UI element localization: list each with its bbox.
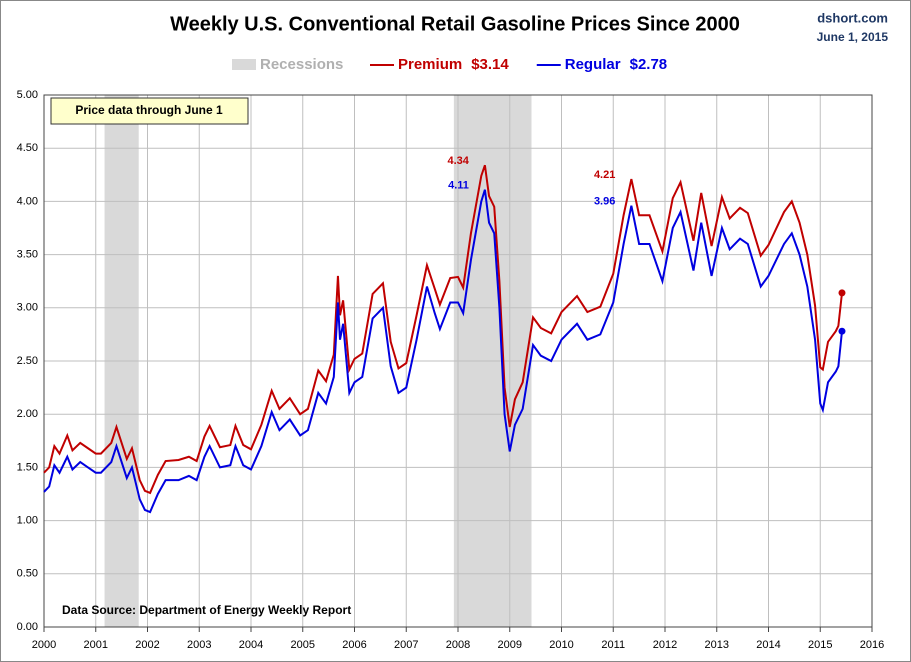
date: June 1, 2015 bbox=[817, 30, 889, 44]
x-tick-label: 2001 bbox=[84, 639, 108, 651]
site: dshort.com bbox=[817, 10, 888, 25]
legend-value: $2.78 bbox=[630, 56, 668, 73]
end-dot bbox=[838, 289, 846, 297]
legend-label: Recessions bbox=[260, 56, 343, 73]
legend: Recessions Premium $3.14 Regular $2.78 bbox=[232, 56, 667, 73]
note: Price data through June 1 bbox=[75, 103, 223, 117]
y-tick-label: 4.50 bbox=[17, 142, 38, 154]
y-tick-label: 2.50 bbox=[17, 355, 38, 367]
x-tick-label: 2008 bbox=[446, 639, 470, 651]
data-label: 4.34 bbox=[447, 155, 469, 167]
y-tick-label: 0.00 bbox=[17, 621, 38, 633]
chart-title: Weekly U.S. Conventional Retail Gasoline… bbox=[170, 13, 740, 35]
y-tick-label: 1.50 bbox=[17, 461, 38, 473]
x-tick-label: 2012 bbox=[653, 639, 677, 651]
legend-label: Regular bbox=[565, 56, 621, 73]
x-tick-label: 2013 bbox=[705, 639, 729, 651]
x-tick-label: 2006 bbox=[342, 639, 366, 651]
x-tick-label: 2015 bbox=[808, 639, 832, 651]
series-line bbox=[43, 164, 843, 495]
data-label: 4.21 bbox=[594, 169, 615, 181]
y-tick-label: 5.00 bbox=[17, 89, 38, 101]
x-tick-label: 2011 bbox=[601, 639, 625, 651]
plot-border bbox=[43, 94, 873, 628]
x-tick-label: 2003 bbox=[187, 639, 211, 651]
source: Data Source: Department of Energy Weekly… bbox=[62, 603, 351, 617]
y-tick-label: 4.00 bbox=[17, 195, 38, 207]
series-line bbox=[43, 189, 843, 514]
x-tick-label: 2002 bbox=[135, 639, 159, 651]
y-tick-label: 2.00 bbox=[17, 408, 38, 420]
data-label: 3.96 bbox=[594, 196, 615, 208]
legend-label: Premium bbox=[398, 56, 462, 73]
x-tick-label: 2005 bbox=[291, 639, 315, 651]
legend-value: $3.14 bbox=[471, 56, 509, 73]
x-tick-label: 2014 bbox=[756, 639, 780, 651]
data-label: 4.11 bbox=[448, 180, 469, 192]
y-tick-label: 1.00 bbox=[17, 515, 38, 527]
y-tick-label: 3.50 bbox=[17, 249, 38, 261]
y-tick-label: 3.00 bbox=[17, 302, 38, 314]
x-tick-label: 2010 bbox=[549, 639, 573, 651]
end-dot bbox=[838, 327, 846, 335]
x-tick-label: 2016 bbox=[860, 639, 884, 651]
note-box bbox=[50, 97, 249, 125]
legend-swatch bbox=[232, 59, 256, 70]
x-tick-label: 2009 bbox=[498, 639, 522, 651]
plot: 0.00 0.50 1.00 1.50 2.00 2.50 3.00 3.50 4.00 4.50… bbox=[17, 89, 885, 651]
x-tick-label: 2007 bbox=[394, 639, 418, 651]
y-tick-label: 0.50 bbox=[17, 568, 38, 580]
x-tick-label: 2004 bbox=[239, 639, 263, 651]
x-tick-label: 2000 bbox=[32, 639, 56, 651]
